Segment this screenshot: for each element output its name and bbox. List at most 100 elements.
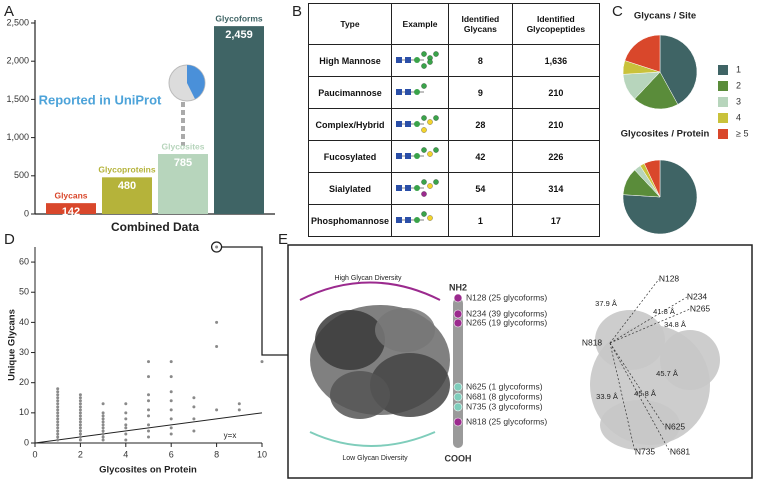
data-point [78,417,82,421]
annotation-pie-wedge [187,65,205,99]
distance-label: 33.9 Å [596,392,618,401]
category-label: Glycans [54,190,87,200]
data-point [78,426,82,430]
glycan-icon [396,146,439,159]
data-point [192,429,196,433]
bar [214,26,264,214]
y-tick-label: 1,000 [6,132,29,142]
residue-label: N128 [659,273,680,283]
glycan-icon [396,178,439,197]
y-tick-label: 0 [24,437,29,447]
distance-label: 34.8 Å [664,320,686,329]
header-cell: Identified Glycans [448,3,513,45]
data-point [147,375,150,379]
residue-label: N735 [635,446,656,456]
data-point [56,426,60,430]
distance-label: 41.8 Å [653,307,675,316]
pie-title: Glycans / Site [634,11,696,22]
structure-shape [660,330,720,390]
data-point [101,426,105,430]
data-point [147,408,150,412]
data-point [124,432,128,436]
x-tick-label: 4 [123,449,128,459]
value-label: 2,459 [225,29,253,41]
x-tick-label: 6 [169,449,174,459]
structure-shape [595,310,665,370]
table-row: Fucosylated 42 226 [307,140,601,173]
distance-line [609,308,691,344]
example-cell [391,172,450,205]
data-point [56,432,60,436]
data-point [192,417,196,421]
data-point [169,426,173,430]
data-point [169,399,173,403]
table-row: Complex/Hybrid 28 210 [307,108,601,141]
site-label: N128 (25 glycoforms) [466,292,547,302]
site-label: N625 (1 glycoforms) [466,381,543,391]
y-tick-label: 500 [14,170,29,180]
y-tick-label: 40 [19,317,29,327]
data-point [78,432,82,436]
value-label: 785 [174,157,192,169]
residue-label: N265 [690,303,711,313]
data-point [101,432,105,436]
data-point [56,438,60,442]
data-point [147,399,150,403]
data-point [169,408,173,412]
pie-slice [624,34,661,73]
legend-swatch [718,113,728,123]
data-point [78,420,82,424]
panel-e-frame [287,244,753,479]
x-axis-title: Glycosites on Protein [99,465,197,476]
glycopeptides-cell: 210 [511,76,601,109]
example-cell [391,76,450,109]
c-terminus: COOH [445,453,472,463]
data-point [147,423,150,427]
data-point [169,417,173,421]
x-tick-label: 10 [257,449,267,459]
residue-label: N625 [665,421,686,431]
data-point [78,423,82,427]
x-axis-title: Combined Data [111,220,199,234]
header-cell: Example [391,3,450,45]
y-tick-label: 2,500 [6,17,29,27]
type-cell: Fucosylated [307,140,393,173]
data-point [169,360,173,364]
distance-line [609,296,688,344]
table-row: Phosphomannose 1 17 [307,204,601,237]
data-point [56,414,60,418]
data-point [260,360,264,364]
legend-label: 1 [736,64,741,74]
glycopeptides-cell: 1,636 [511,44,601,77]
example-cell [391,44,450,77]
legend-swatch [718,129,728,139]
data-point [192,396,196,400]
header-cell: Identified Glycopeptides [511,3,601,45]
panel-label: A [4,3,14,20]
data-point [215,245,219,249]
y-tick-label: 10 [19,407,29,417]
example-cell [391,108,450,141]
data-point [169,375,173,379]
data-point [78,411,82,415]
pie-slice [634,71,679,110]
residue-label: N234 [687,291,708,301]
distance-label: 37.9 Å [595,299,617,308]
y-tick-label: 1,500 [6,94,29,104]
data-point [101,423,105,427]
bar [102,177,152,214]
type-cell: Paucimannose [307,76,393,109]
panel-label: C [612,3,623,20]
data-point [56,387,60,391]
data-point [101,429,105,433]
data-point [56,423,60,427]
data-point [78,429,82,433]
data-point [56,417,60,421]
glycans-cell: 1 [448,204,513,237]
data-point [215,320,219,324]
data-point [56,390,60,394]
site-label: N735 (3 glycoforms) [466,401,543,411]
value-label: 480 [118,180,136,192]
